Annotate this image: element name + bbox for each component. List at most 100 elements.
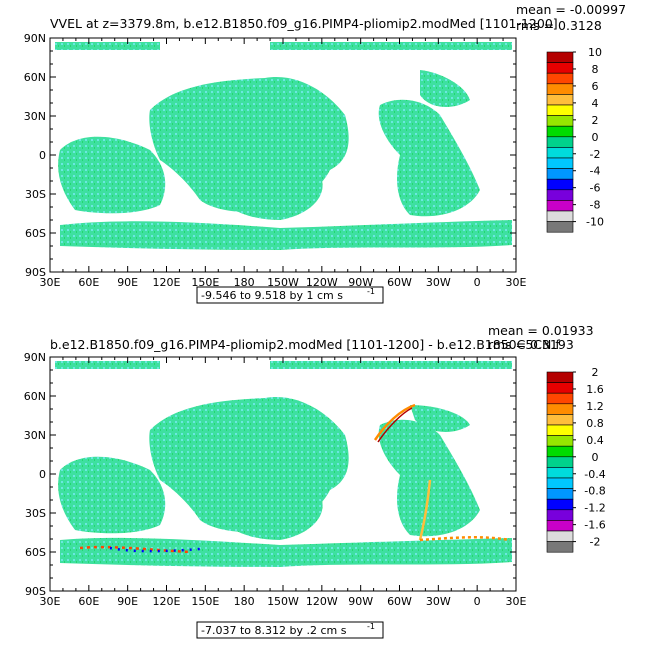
p1-colorbar-label: -4	[590, 165, 601, 178]
panel-2-ocean-indian	[58, 456, 166, 534]
panel-2-ocean-atlantic	[378, 419, 480, 537]
panel-1-colorbar: 10 8 6 4 2 0 -2 -4 -6 -8 -10	[546, 46, 604, 233]
p1-x-tick-label: 120E	[153, 276, 181, 289]
p2-colorbar-swatch	[546, 382, 574, 394]
panel-1-ocean-atlantic	[378, 99, 480, 217]
panel-1: VVEL at z=3379.8m, b.e12.B1850.f09_g16.P…	[24, 2, 626, 304]
p2-colorbar-swatch	[546, 403, 574, 415]
p2-colorbar-label: 0	[592, 451, 599, 464]
p2-y-tick-label: 0	[39, 468, 46, 481]
panel-1-ocean-arctic	[55, 42, 512, 50]
p1-colorbar-swatch	[546, 94, 574, 106]
p1-x-tick-label: 30E	[40, 276, 61, 289]
p1-x-tick-label: 120W	[306, 276, 338, 289]
panel-2-colorbar: 2 1.6 1.2 0.8 0.4 0 -0.4 -0.8 -1.2 -1.6 -2	[546, 366, 606, 553]
p2-colorbar-swatch	[546, 445, 574, 458]
p1-colorbar-label: -10	[586, 216, 604, 229]
p1-colorbar-swatch	[546, 83, 574, 95]
p2-colorbar-label: -1.6	[584, 519, 605, 532]
p1-y-tick-label: 30S	[25, 188, 46, 201]
p2-colorbar-swatch	[546, 456, 574, 468]
p2-y-tick-label: 30N	[24, 429, 46, 442]
p2-colorbar-label: 1.2	[586, 400, 604, 413]
p1-colorbar-label: 8	[592, 63, 599, 76]
panel-2-x-axis: 30E 60E 90E 120E 150E 180 150W 120W 90W 60W 30W 0 30…	[40, 357, 527, 608]
p2-x-tick-label: 30W	[426, 595, 451, 608]
p2-colorbar-label: 0.4	[586, 434, 604, 447]
panel-2-ocean-south-pacific	[210, 470, 323, 540]
panel-2-y-axis: 90N 60N 30N 0 30S 60S 90S	[24, 351, 516, 598]
p2-colorbar-swatch	[546, 467, 574, 479]
p2-colorbar-swatch	[546, 435, 574, 447]
p1-y-tick-label: 0	[39, 149, 46, 162]
panel-2-map	[49, 356, 517, 592]
panel-1-range-frame	[196, 286, 384, 304]
p1-colorbar-swatch	[546, 178, 574, 191]
p1-x-tick-label: 30W	[426, 276, 451, 289]
p2-colorbar-swatch	[546, 541, 574, 553]
p1-x-tick-label: 90W	[348, 276, 373, 289]
panel-2-boundary-currents	[79, 403, 511, 554]
p2-x-tick-label: 90E	[117, 595, 138, 608]
p1-x-tick-label: 0	[474, 276, 481, 289]
p2-colorbar-swatch	[546, 498, 574, 511]
panel-1-y-axis: 90N 60N 30N 0 30S 60S 90S	[24, 32, 516, 279]
p1-colorbar-label: -6	[590, 182, 601, 195]
panel-2-ocean-southern-ring	[60, 537, 512, 567]
p2-x-tick-label: 120E	[153, 595, 181, 608]
p1-colorbar-swatch	[546, 189, 574, 201]
panel-2-gulf-stream-core	[377, 407, 413, 443]
p2-x-tick-label: 30E	[40, 595, 61, 608]
panel-1-map	[49, 37, 517, 273]
panel-1-x-axis: 30E 60E 90E 120E 150E 180 150W 120W 90W 60W 30W 0 30…	[40, 38, 527, 289]
p1-colorbar-swatch	[546, 115, 574, 127]
p2-y-tick-label: 90S	[25, 585, 46, 598]
p2-x-tick-label: 120W	[306, 595, 338, 608]
panel-2-range-exponent: -1	[367, 622, 375, 631]
panel-1-ocean-indian	[58, 136, 166, 214]
panel-2-ocean-north-atlantic	[410, 405, 470, 432]
panel-2-gulf-stream	[373, 403, 416, 441]
panel-2-rms: rms = 0.3193	[488, 337, 574, 352]
p2-colorbar-swatch	[546, 509, 574, 521]
p1-colorbar-swatch	[546, 104, 574, 116]
p1-y-tick-label: 90N	[24, 32, 46, 45]
p1-x-tick-label: 150W	[267, 276, 299, 289]
panel-2-range-label: -7.037 to 8.312 by .2 cm s	[201, 624, 347, 637]
p1-colorbar-label: 10	[588, 46, 602, 59]
p1-colorbar-label: 2	[592, 114, 599, 127]
p2-colorbar-swatch	[546, 520, 574, 532]
panel-2-title: b.e12.B1850.f09_g16.PIMP4-pliomip2.modMe…	[50, 337, 560, 352]
p1-x-tick-label: 180	[234, 276, 255, 289]
p1-y-tick-label: 60N	[24, 71, 46, 84]
p1-y-tick-label: 30N	[24, 110, 46, 123]
p1-x-tick-label: 30E	[506, 276, 527, 289]
panel-1-rms: rms = 0.3128	[516, 18, 602, 33]
panel-1-range-box: -9.546 to 9.518 by 1 cm s -1	[196, 286, 384, 304]
p2-y-tick-label: 60N	[24, 390, 46, 403]
panel-1-ocean-southern-ring	[60, 220, 512, 250]
p2-x-tick-label: 90W	[348, 595, 373, 608]
p1-colorbar-swatch	[546, 147, 574, 159]
p1-x-tick-label: 90E	[117, 276, 138, 289]
p2-colorbar-swatch	[546, 424, 574, 436]
p2-x-tick-label: 0	[474, 595, 481, 608]
p2-colorbar-swatch	[546, 477, 574, 489]
p2-x-tick-label: 60W	[387, 595, 412, 608]
p2-colorbar-swatch	[546, 414, 574, 426]
panel-1-mean: mean = -0.00997	[516, 2, 626, 17]
p1-x-tick-label: 150E	[191, 276, 219, 289]
panel-1-ocean	[55, 42, 512, 250]
p2-colorbar-label: 2	[592, 366, 599, 379]
p1-colorbar-swatch	[546, 157, 574, 169]
p2-x-tick-label: 150W	[267, 595, 299, 608]
p2-colorbar-label: 1.6	[586, 383, 604, 396]
p1-colorbar-label: 4	[592, 97, 599, 110]
p1-x-tick-label: 60E	[78, 276, 99, 289]
p2-y-tick-label: 60S	[25, 546, 46, 559]
p1-y-tick-label: 90S	[25, 266, 46, 279]
p2-y-tick-label: 90N	[24, 351, 46, 364]
panel-1-range-label: -9.546 to 9.518 by 1 cm s	[201, 289, 343, 302]
p1-colorbar-swatch	[546, 221, 574, 233]
